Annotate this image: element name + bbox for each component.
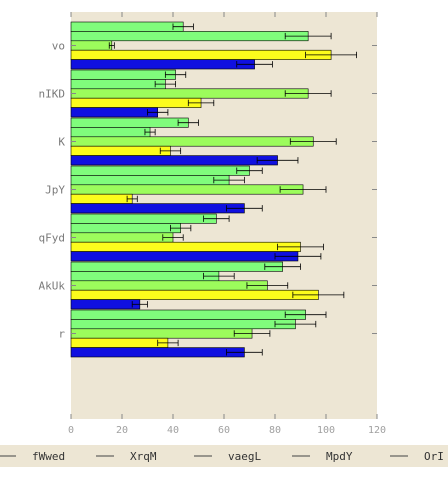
y-tick-label: nIKD <box>39 88 66 101</box>
bars-layer <box>70 21 358 358</box>
x-tick-label: 80 <box>269 425 281 436</box>
bar <box>70 97 202 108</box>
y-tick-label: JpY <box>45 184 65 197</box>
x-tick-label: 60 <box>218 425 230 436</box>
x-axis: 0 20 40 60 80 100 120 <box>68 12 386 436</box>
bar <box>70 69 176 80</box>
bar <box>70 213 217 224</box>
bar <box>70 251 299 262</box>
x-tick-label: 120 <box>368 425 386 436</box>
bar <box>70 117 189 128</box>
y-tick-label: vo <box>52 40 65 53</box>
y-tick-label: qFyd <box>39 232 66 245</box>
legend-label: fWwed <box>32 450 65 463</box>
bar <box>70 319 296 330</box>
bar <box>70 271 220 282</box>
bar <box>70 328 253 339</box>
bar <box>70 136 314 147</box>
bar <box>70 299 141 310</box>
x-tick-label: 0 <box>68 425 74 436</box>
y-tick-label: K <box>58 136 65 149</box>
bar <box>70 79 166 90</box>
bar <box>70 203 245 214</box>
bar <box>70 261 283 272</box>
bar <box>70 232 174 243</box>
y-tick-label: AkUk <box>39 280 66 293</box>
bar <box>70 21 184 32</box>
bar <box>70 145 171 156</box>
bar <box>70 88 309 99</box>
bar <box>70 165 250 176</box>
bar <box>70 107 158 118</box>
bar <box>70 175 230 186</box>
legend-box <box>0 445 448 467</box>
bar <box>70 309 306 320</box>
bar <box>70 184 304 195</box>
bar <box>70 223 181 234</box>
bar <box>70 337 169 348</box>
bar <box>70 40 113 51</box>
legend: fWwed XrqM vaegL MpdY OrI <box>0 445 448 467</box>
legend-label: XrqM <box>130 450 157 463</box>
y-axis: vo nIKD K JpY qFyd AkUk r <box>39 40 377 341</box>
legend-label: MpdY <box>326 450 353 463</box>
legend-label: OrI <box>424 450 444 463</box>
bar <box>70 31 309 42</box>
bar <box>70 241 301 252</box>
x-tick-label: 40 <box>167 425 179 436</box>
bar <box>70 49 332 60</box>
y-tick-label: r <box>58 328 65 341</box>
bar <box>70 127 151 138</box>
bar <box>70 347 245 358</box>
bar <box>70 289 319 300</box>
bar <box>70 155 278 166</box>
bar <box>70 193 133 204</box>
legend-label: vaegL <box>228 450 261 463</box>
bar <box>70 280 268 291</box>
x-tick-label: 100 <box>317 425 335 436</box>
x-tick-label: 20 <box>116 425 128 436</box>
bar <box>70 59 255 70</box>
